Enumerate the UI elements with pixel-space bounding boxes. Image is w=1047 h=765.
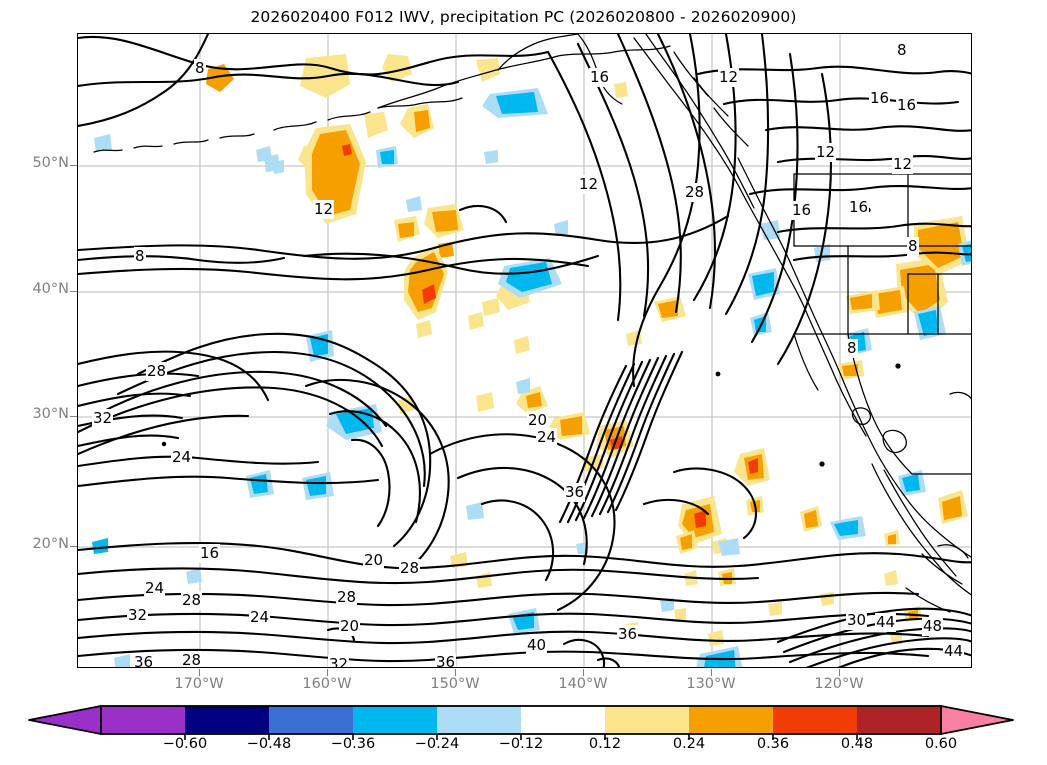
colorbar-tick-label: 0.36 xyxy=(756,736,790,752)
colorbar-tick-label: 0.48 xyxy=(840,736,874,752)
lat-tick-30: 30°N xyxy=(32,406,69,422)
lon-tickmark-120 xyxy=(839,669,841,676)
colorbar-band-4 xyxy=(437,706,522,734)
contour-label: 30 xyxy=(846,611,868,630)
contour-label: 16 xyxy=(848,198,870,217)
contour-label: 36 xyxy=(435,653,457,667)
lat-tickmark-50 xyxy=(70,165,77,167)
coastlines xyxy=(93,34,971,613)
lon-tickmark-160 xyxy=(327,669,329,676)
colorbar-under-arrow xyxy=(28,705,102,735)
colorbar-tick-label: −0.36 xyxy=(330,736,376,752)
colorbar: −0.60 −0.48 −0.36 −0.24 −0.12 0.12 0.24 0.36 0.4… xyxy=(0,700,1047,765)
contour-label: 12 xyxy=(578,175,600,194)
contour-label: 16 xyxy=(896,96,918,115)
map-canvas xyxy=(78,34,971,667)
contour-label: 28 xyxy=(399,559,421,578)
contour-label: 32 xyxy=(92,409,114,428)
lon-tick-120: 120°W xyxy=(814,676,864,692)
colorbar-band-8 xyxy=(773,706,858,734)
colorbar-tick-label: −0.60 xyxy=(162,736,208,752)
colorbar-band-7 xyxy=(689,706,774,734)
lat-tickmark-40 xyxy=(70,291,77,293)
colorbar-band-6 xyxy=(605,706,690,734)
lon-tick-170: 170°W xyxy=(174,676,224,692)
iwv-contours xyxy=(78,34,971,667)
contour-label: 16 xyxy=(589,68,611,87)
contour-label: 20 xyxy=(339,617,361,636)
page-title: 2026020400 F012 IWV, precipitation PC (2… xyxy=(250,8,797,26)
contour-label: 28 xyxy=(146,362,168,381)
contour-label: 44 xyxy=(943,642,965,661)
precip-negative-shading xyxy=(92,88,971,667)
contour-label: 24 xyxy=(536,428,558,447)
contour-label: 44 xyxy=(875,613,897,632)
lat-tickmark-20 xyxy=(70,546,77,548)
contour-label: 24 xyxy=(249,608,271,627)
colorbar-tick-label: −0.48 xyxy=(246,736,292,752)
contour-label: 36 xyxy=(564,483,586,502)
contour-label: 32 xyxy=(328,655,350,667)
colorbar-tick-label: 0.12 xyxy=(588,736,622,752)
lon-tick-160: 160°W xyxy=(302,676,352,692)
lon-tickmark-140 xyxy=(583,669,585,676)
lat-tick-40: 40°N xyxy=(32,281,69,297)
lon-tickmark-170 xyxy=(199,669,201,676)
colorbar-tick-label: −0.12 xyxy=(498,736,544,752)
contour-label: 8 xyxy=(194,59,206,78)
colorbar-band-5 xyxy=(521,706,606,734)
lon-tick-130: 130°W xyxy=(686,676,736,692)
contour-label: 28 xyxy=(181,651,203,668)
contour-label: 8 xyxy=(907,237,919,256)
lat-tick-50: 50°N xyxy=(32,155,69,171)
lon-tick-140: 140°W xyxy=(558,676,608,692)
colorbar-tick-label: −0.24 xyxy=(414,736,460,752)
contour-label: 20 xyxy=(527,411,549,430)
contour-label: 8 xyxy=(846,339,858,358)
contour-label: 48 xyxy=(922,617,944,636)
lon-tick-150: 150°W xyxy=(430,676,480,692)
contour-label: 28 xyxy=(181,591,203,610)
lat-tickmark-30 xyxy=(70,416,77,418)
colorbar-band-0 xyxy=(101,706,186,734)
contour-label: 40 xyxy=(526,636,548,655)
contour-label: 12 xyxy=(313,200,335,219)
colorbar-swatches xyxy=(28,705,1014,740)
contour-label: 20 xyxy=(363,551,385,570)
contour-label: 16 xyxy=(199,544,221,563)
contour-label: 36 xyxy=(617,625,639,644)
lon-tickmark-130 xyxy=(711,669,713,676)
contour-label: 12 xyxy=(718,68,740,87)
contour-label: 12 xyxy=(815,143,837,162)
map-plot-area: 8 16 12 8 16 16 12 12 12 12 28 16 16 8 8 28 8 32 20 24 24 36 1… xyxy=(77,33,972,668)
lon-tickmark-150 xyxy=(455,669,457,676)
colorbar-tick-label: 0.24 xyxy=(672,736,706,752)
lat-tick-20: 20°N xyxy=(32,536,69,552)
contour-label: 28 xyxy=(684,183,706,202)
contour-label: 32 xyxy=(127,606,149,625)
contour-label: 36 xyxy=(133,653,155,667)
contour-label: 16 xyxy=(869,89,891,108)
colorbar-band-9 xyxy=(857,706,942,734)
colorbar-band-1 xyxy=(185,706,270,734)
contour-label: 8 xyxy=(896,41,908,60)
contour-label: 24 xyxy=(171,448,193,467)
colorbar-band-2 xyxy=(269,706,354,734)
contour-label: 28 xyxy=(336,588,358,607)
contour-label: 12 xyxy=(892,155,914,174)
contour-label: 24 xyxy=(144,579,166,598)
colorbar-band-3 xyxy=(353,706,438,734)
colorbar-tick-label: 0.60 xyxy=(924,736,958,752)
contour-label: 8 xyxy=(134,247,146,266)
colorbar-over-arrow xyxy=(940,705,1014,735)
contour-label: 16 xyxy=(791,201,813,220)
